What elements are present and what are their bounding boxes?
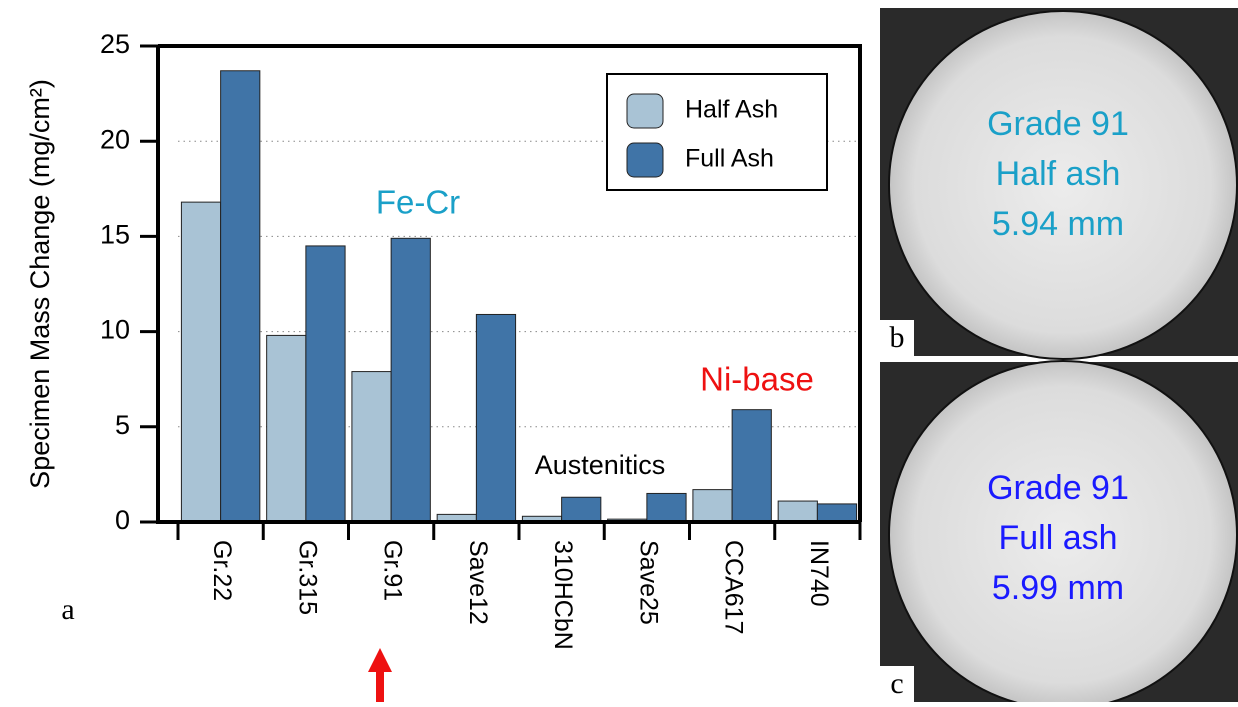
y-tick-label: 5 <box>115 410 130 440</box>
bar <box>647 493 686 522</box>
micrograph: Grade 91 Full ash 5.99 mm c <box>880 361 1238 702</box>
bar <box>181 202 220 522</box>
panel-label: a <box>61 593 74 626</box>
legend-label: Full Ash <box>685 145 774 173</box>
x-tick-label: Save25 <box>634 540 662 625</box>
bar <box>817 504 856 522</box>
x-tick-label: Gr.22 <box>208 540 236 601</box>
micrograph-text: 5.99 mm <box>992 569 1124 607</box>
y-axis-label: Specimen Mass Change (mg/cm²) <box>25 79 55 489</box>
x-tick-label: CCA617 <box>720 540 748 635</box>
micrograph: Grade 91 Half ash 5.94 mm b <box>880 8 1238 359</box>
micrograph-text: 5.94 mm <box>992 205 1124 243</box>
bar <box>562 497 601 522</box>
highlight-arrow <box>368 648 392 702</box>
x-tick-label: 310HCbN <box>549 540 577 650</box>
x-tick-label: IN740 <box>805 540 833 607</box>
x-tick-label: Gr.315 <box>293 540 321 615</box>
y-tick-label: 0 <box>115 505 130 535</box>
micrograph-text: Half ash <box>996 155 1121 193</box>
micrograph-text: Grade 91 <box>987 105 1129 143</box>
y-tick-label: 20 <box>100 124 130 154</box>
y-tick-label: 15 <box>100 220 130 250</box>
bar <box>352 372 391 522</box>
y-tick-label: 25 <box>100 29 130 59</box>
x-tick-label: Save12 <box>464 540 492 625</box>
annotation: Fe-Cr <box>376 184 460 221</box>
annotation: Ni-base <box>700 361 814 398</box>
y-tick-label: 10 <box>100 315 130 345</box>
legend-swatch <box>627 94 663 128</box>
micrograph-label: c <box>890 667 903 700</box>
bar <box>267 335 306 522</box>
bar <box>778 501 817 522</box>
micrograph-text: Grade 91 <box>987 469 1129 507</box>
bar <box>306 246 345 522</box>
bar <box>391 238 430 522</box>
micrograph-label: b <box>890 321 905 354</box>
bar <box>221 71 260 522</box>
bar <box>693 490 732 522</box>
x-tick-label: Gr.91 <box>379 540 407 601</box>
bar <box>732 410 771 522</box>
legend-swatch <box>627 143 663 177</box>
bar <box>476 314 515 522</box>
micrograph-text: Full ash <box>998 519 1117 557</box>
annotation: Austenitics <box>535 450 666 480</box>
legend-label: Half Ash <box>685 96 778 124</box>
legend: Half Ash Full Ash <box>607 74 827 190</box>
figure: 0 5 10 15 20 25 Specimen Mass Change (mg/cm²) G… <box>0 0 1238 702</box>
